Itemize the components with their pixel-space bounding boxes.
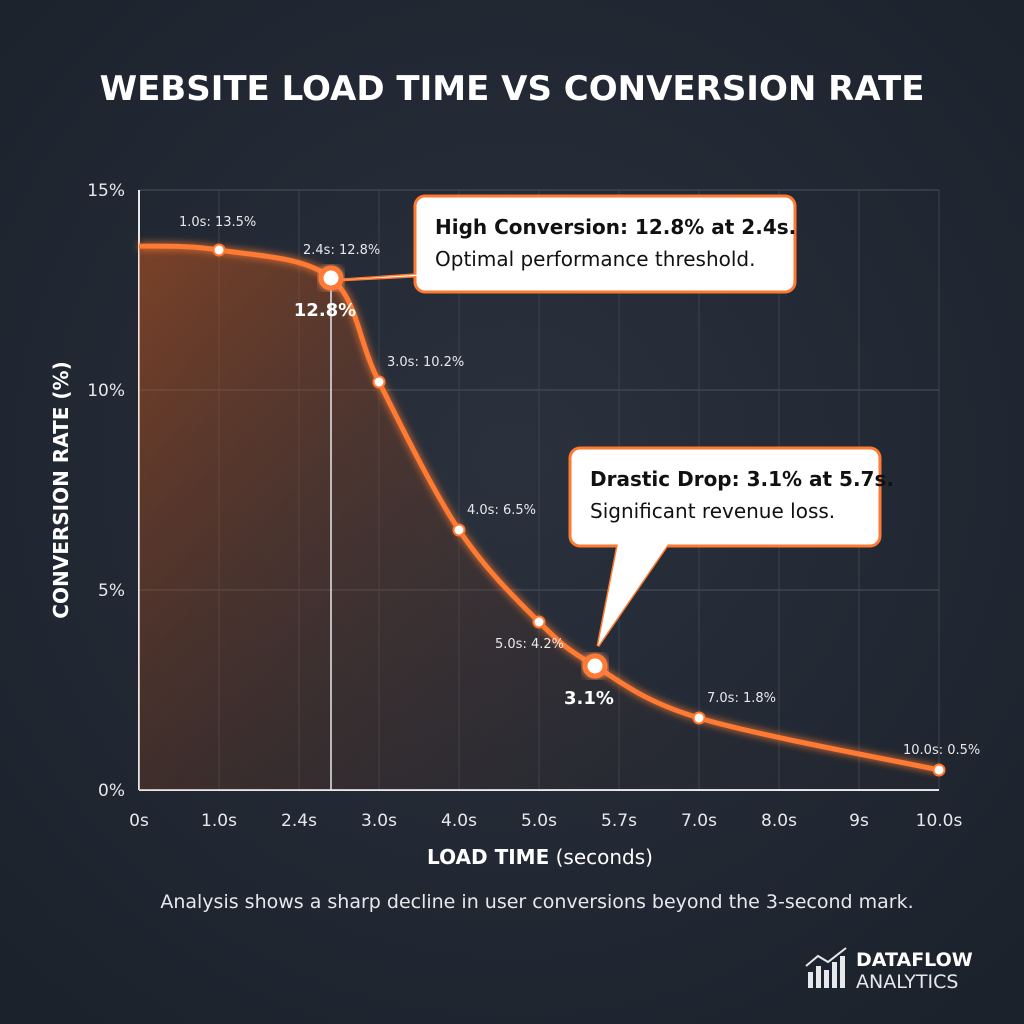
marker <box>212 243 226 257</box>
brand-logo <box>805 947 847 988</box>
x-tick-label: 3.0s <box>361 811 397 831</box>
callout-body: Significant revenue loss. <box>590 499 835 523</box>
value-label: 7.0s: 1.8% <box>707 691 776 706</box>
x-tick-label: 9s <box>849 811 869 831</box>
value-label: 3.0s: 10.2% <box>387 355 464 370</box>
brand-name: DATAFLOW <box>856 949 973 971</box>
value-label: 1.0s: 13.5% <box>179 215 256 230</box>
callout: High Conversion: 12.8% at 2.4s. Optimal p… <box>339 194 797 294</box>
x-tick-label: 5.0s <box>521 811 557 831</box>
callout-heading: High Conversion: 12.8% at 2.4s. <box>435 215 796 239</box>
y-tick-label: 0% <box>98 781 125 801</box>
value-label: 5.0s: 4.2% <box>495 637 564 652</box>
marker <box>452 523 466 537</box>
y-tick-label: 10% <box>87 381 125 401</box>
x-tick-label: 2.4s <box>281 811 317 831</box>
marker <box>372 375 386 389</box>
marker <box>692 711 706 725</box>
x-tick-label: 7.0s <box>681 811 717 831</box>
value-label: 2.4s: 12.8% <box>303 243 380 258</box>
highlight-marker <box>582 653 608 679</box>
x-tick-label: 10.0s <box>916 811 963 831</box>
callout-tail-cover <box>598 544 668 646</box>
chart-title: WEBSITE LOAD TIME VS CONVERSION RATE <box>100 69 925 109</box>
highlight-marker <box>318 265 344 291</box>
value-label: 4.0s: 6.5% <box>467 503 536 518</box>
callout: Drastic Drop: 3.1% at 5.7s. Significant r… <box>568 446 894 647</box>
caption: Analysis shows a sharp decline in user c… <box>160 891 913 913</box>
area <box>139 246 939 790</box>
y-tick-label: 15% <box>87 181 125 201</box>
marker <box>932 763 946 777</box>
y-tick-label: 5% <box>98 581 125 601</box>
x-axis-label-unit: (seconds) <box>556 845 653 869</box>
callout-box <box>413 194 797 294</box>
highlight-label: 12.8% <box>294 300 356 321</box>
x-tick-label: 1.0s <box>201 811 237 831</box>
x-tick-label: 8.0s <box>761 811 797 831</box>
highlight-label: 3.1% <box>564 688 614 709</box>
x-axis-label: LOAD TIME (seconds) <box>427 845 653 869</box>
brand-sub: ANALYTICS <box>856 971 958 993</box>
x-axis-label-main: LOAD TIME <box>427 845 549 869</box>
callout-heading: Drastic Drop: 3.1% at 5.7s. <box>590 467 894 491</box>
value-label: 10.0s: 0.5% <box>903 743 980 758</box>
x-tick-label: 5.7s <box>601 811 637 831</box>
callout-box <box>568 446 882 548</box>
callout-tail-cover <box>340 272 490 280</box>
y-axis-label: CONVERSION RATE (%) <box>49 361 73 618</box>
x-tick-label: 0s <box>129 811 149 831</box>
callout-body: Optimal performance threshold. <box>435 247 755 271</box>
x-tick-label: 4.0s <box>441 811 477 831</box>
marker <box>532 615 546 629</box>
